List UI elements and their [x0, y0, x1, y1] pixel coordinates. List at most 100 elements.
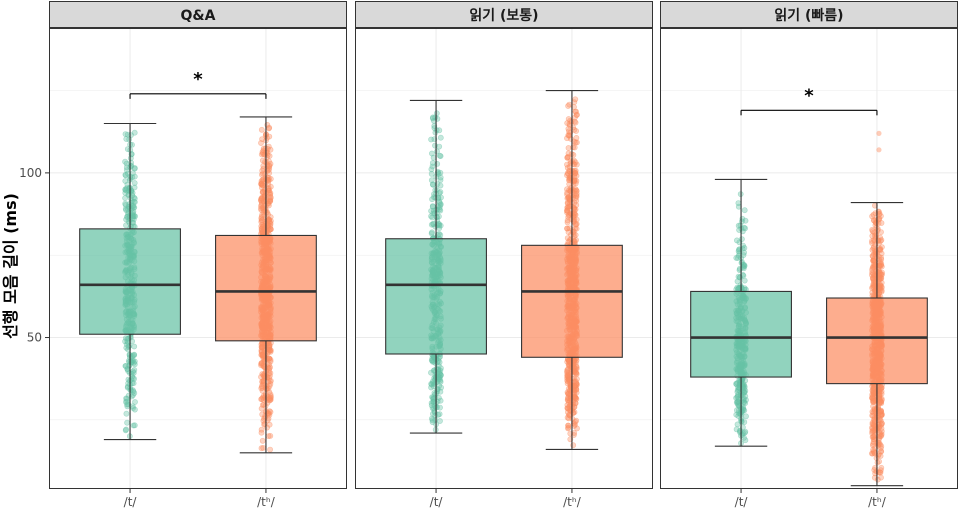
- data-point: [565, 366, 571, 372]
- data-point: [130, 388, 137, 395]
- data-point: [267, 356, 274, 363]
- data-point: [436, 143, 443, 150]
- data-point: [258, 203, 264, 209]
- panel-2: 읽기 (보통) /t/ /tʰ/: [355, 1, 653, 508]
- data-point: [572, 421, 578, 428]
- data-point: [570, 124, 576, 131]
- data-point: [128, 359, 135, 366]
- data-point: [871, 416, 877, 423]
- data-point: [566, 132, 573, 138]
- data-point: [430, 154, 437, 161]
- data-point: [131, 367, 138, 373]
- data-point: [573, 112, 580, 118]
- data-point: [436, 368, 442, 375]
- data-point: [126, 187, 132, 194]
- data-point: [879, 244, 885, 250]
- data-point: [872, 464, 878, 471]
- data-point: [878, 250, 885, 257]
- data-point: [259, 402, 266, 408]
- box-th: [215, 116, 317, 454]
- data-point: [878, 220, 885, 226]
- panel-1: Q&A/t/ /tʰ/ *: [49, 1, 347, 508]
- data-point: [437, 182, 444, 189]
- y-tick-label: 100: [19, 166, 42, 180]
- data-point: [741, 261, 747, 268]
- data-point: [267, 196, 273, 203]
- data-point: [873, 427, 879, 434]
- y-tick-label: 50: [27, 331, 42, 345]
- data-point: [131, 343, 138, 350]
- data-point: [428, 213, 434, 220]
- data-point: [436, 198, 443, 205]
- data-point: [876, 391, 883, 397]
- facet-panels: 50 100 Q&A/t/ /tʰ/ * 읽기 (보통) /t/ /tʰ/읽기 (빠름) /t/…: [19, 1, 958, 508]
- data-point: [733, 426, 740, 433]
- data-point: [564, 207, 571, 214]
- data-point: [569, 415, 576, 422]
- y-axis: 50 100: [19, 166, 49, 345]
- data-point: [870, 395, 876, 402]
- data-point: [122, 131, 129, 137]
- box-t: [690, 178, 792, 447]
- data-point: [565, 116, 572, 122]
- data-point: [737, 222, 744, 229]
- data-point: [129, 141, 135, 148]
- data-point: [564, 372, 571, 378]
- data-point: [878, 275, 885, 281]
- box-th: [521, 90, 623, 451]
- data-point: [572, 139, 579, 146]
- panel-border: [355, 28, 653, 489]
- data-point: [429, 196, 435, 203]
- data-point: [428, 136, 434, 143]
- data-point: [434, 160, 441, 167]
- data-point: [258, 184, 265, 191]
- data-point: [128, 162, 135, 169]
- box-rect: [826, 297, 928, 385]
- data-point: [259, 176, 266, 183]
- data-point: [565, 422, 571, 429]
- box-rect: [385, 238, 487, 355]
- data-point: [565, 145, 572, 151]
- data-point: [429, 417, 436, 424]
- data-point: [124, 419, 130, 426]
- data-point: [266, 165, 273, 172]
- data-point: [267, 190, 274, 196]
- data-point: [266, 345, 273, 351]
- data-point: [267, 391, 274, 398]
- data-point: [741, 385, 748, 392]
- data-point: [258, 195, 265, 202]
- data-point: [869, 275, 876, 281]
- data-point: [877, 453, 884, 459]
- data-point: [869, 238, 875, 244]
- data-point: [123, 164, 130, 171]
- data-point: [572, 225, 579, 232]
- data-point: [739, 409, 745, 415]
- data-point: [131, 213, 138, 219]
- data-point: [564, 191, 570, 198]
- panel-3: 읽기 (빠름) /t/ /tʰ/ *: [660, 1, 958, 508]
- data-point: [566, 168, 573, 175]
- x-tick-label: /t/: [124, 495, 138, 508]
- x-tick-label: /t/: [430, 495, 444, 508]
- data-point: [258, 126, 265, 133]
- data-point: [570, 442, 577, 449]
- data-point: [436, 230, 442, 237]
- data-point: [263, 385, 270, 392]
- data-point: [878, 254, 884, 261]
- data-point: [878, 464, 885, 471]
- data-point: [266, 408, 273, 414]
- outlier-point: [876, 130, 882, 136]
- data-point: [428, 150, 435, 157]
- data-point: [431, 409, 438, 416]
- data-point: [127, 195, 134, 202]
- data-point: [877, 247, 884, 254]
- data-point: [566, 174, 573, 181]
- data-point: [131, 129, 138, 136]
- data-point: [266, 375, 272, 381]
- data-point: [871, 406, 878, 413]
- significance-label: *: [193, 69, 203, 90]
- data-point: [127, 334, 134, 341]
- data-point: [258, 445, 265, 452]
- data-point: [125, 368, 132, 374]
